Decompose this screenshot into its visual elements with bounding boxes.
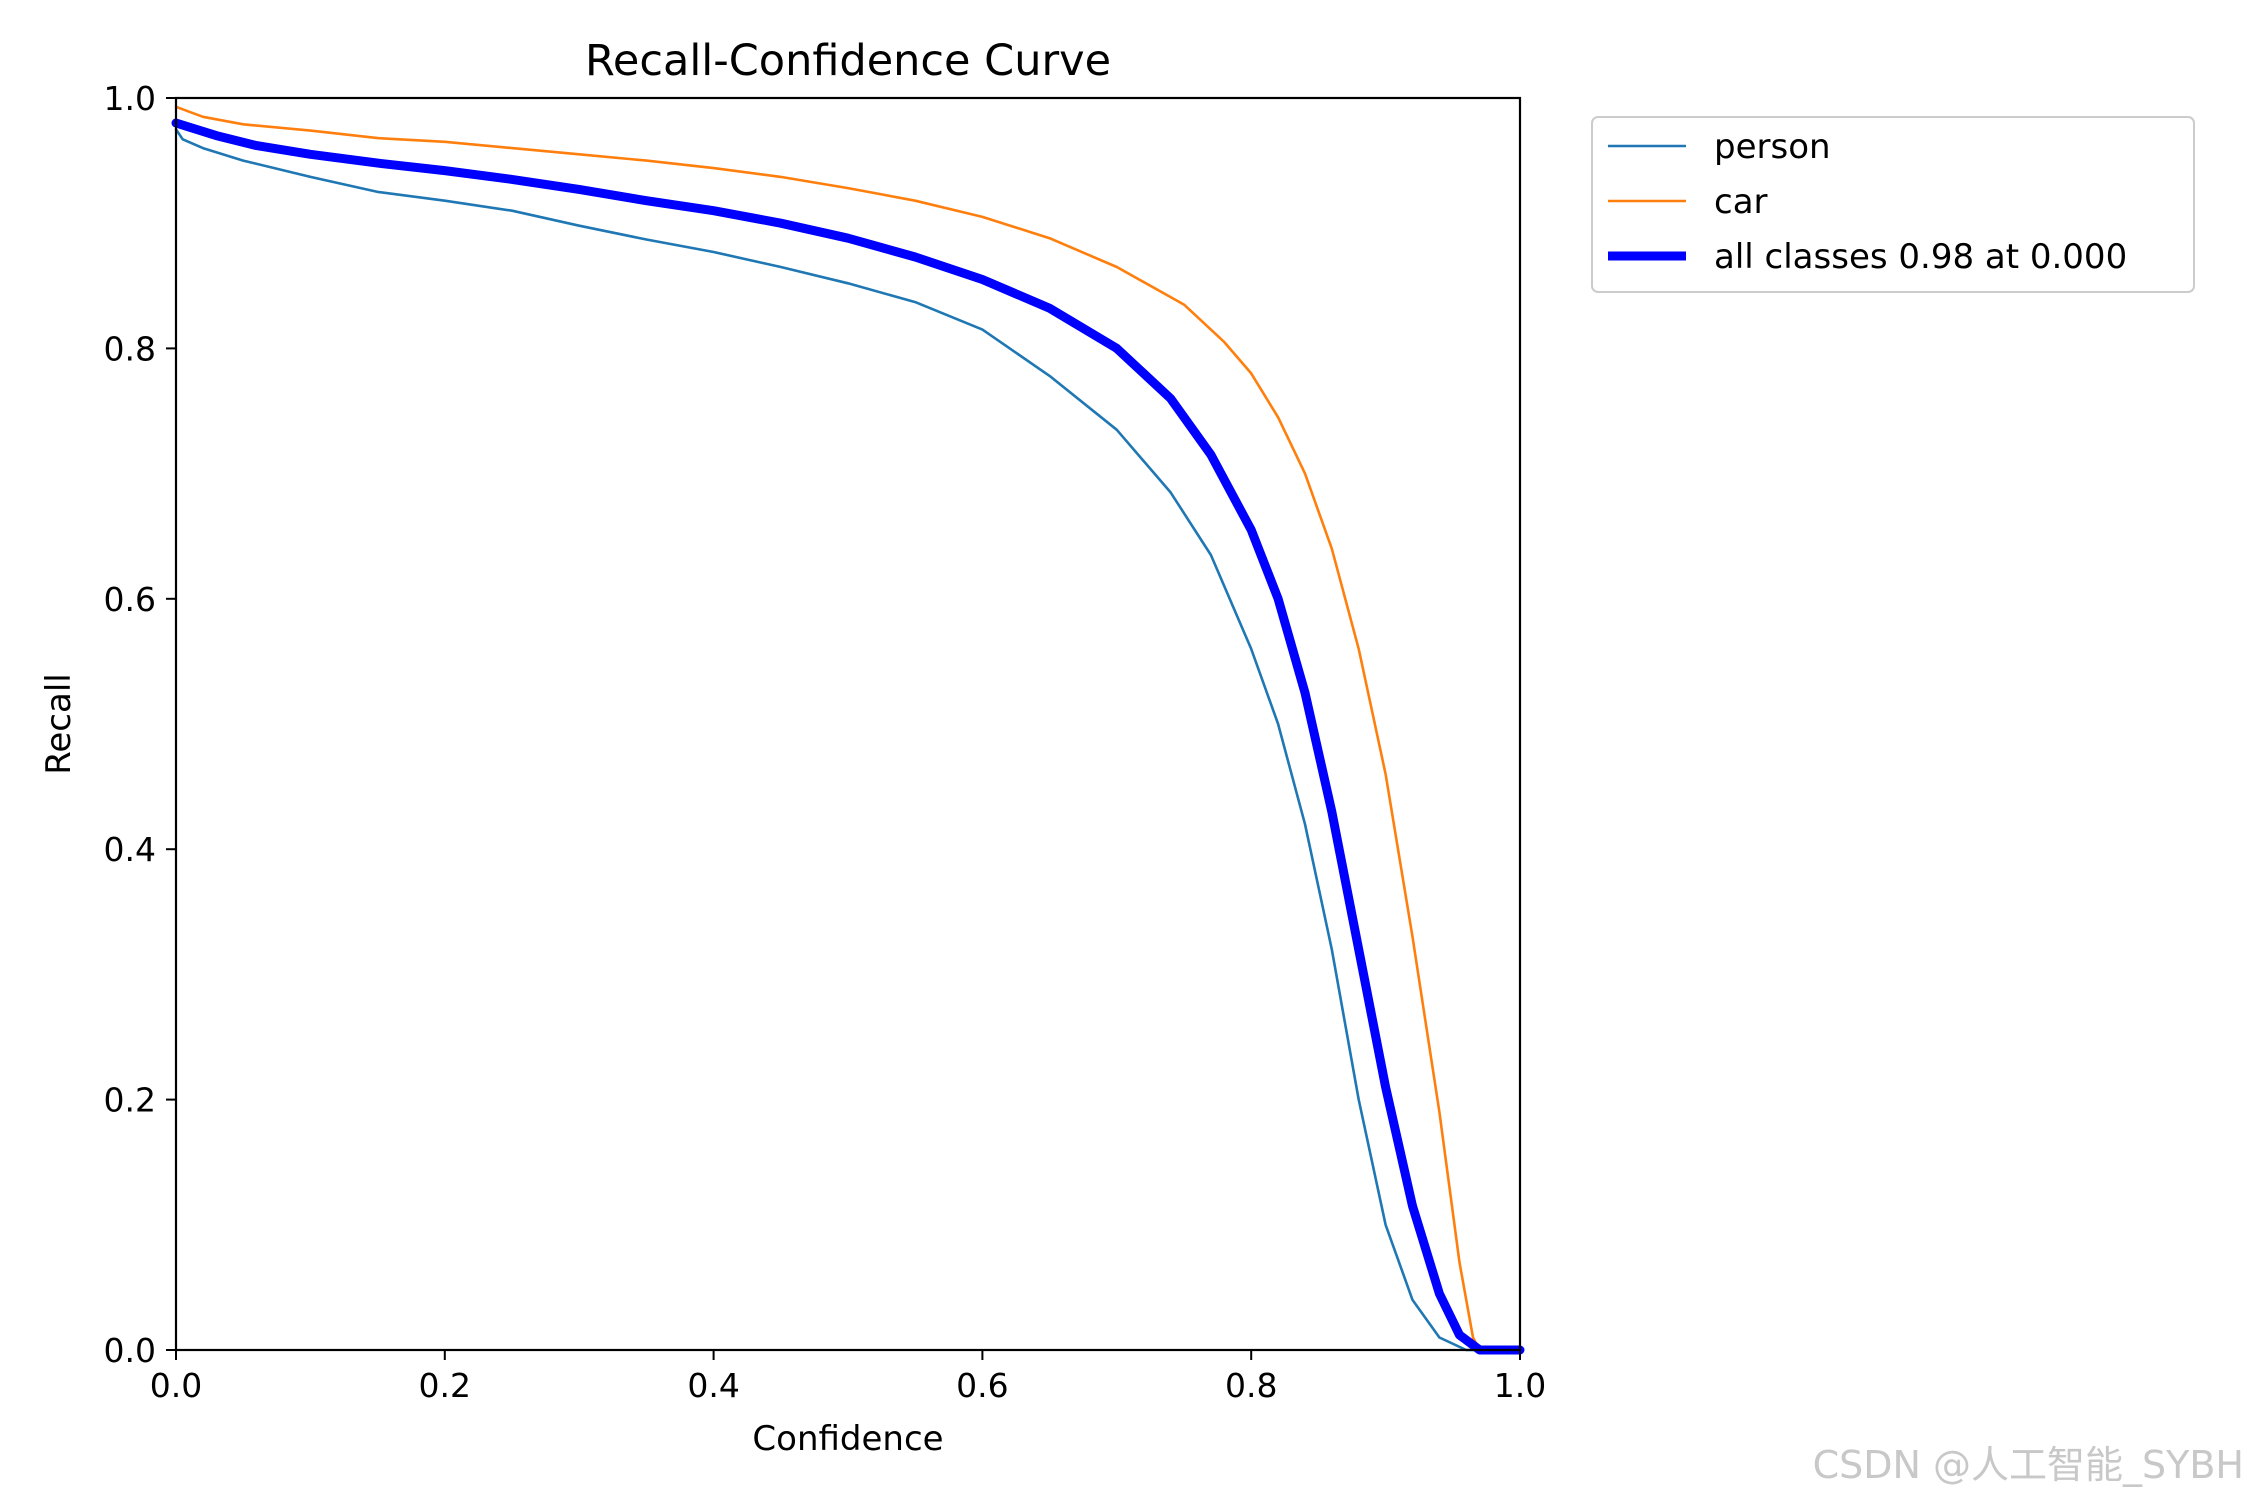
series-line-0 — [174, 128, 1522, 1352]
x-tick-label: 0.6 — [956, 1366, 1008, 1405]
x-tick-label: 0.0 — [150, 1366, 202, 1405]
y-tick-label: 1.0 — [104, 79, 156, 118]
x-tick-label: 0.4 — [687, 1366, 739, 1405]
series-line-1 — [174, 105, 1522, 1352]
x-tick-label: 1.0 — [1494, 1366, 1546, 1405]
axis-ticks: 0.0 0.2 0.4 0.6 0.8 1.0 0.0 0.2 0.4 0.6 0.8 1.0 — [104, 79, 1547, 1405]
legend-frame — [1591, 116, 2195, 293]
y-tick-label: 0.2 — [104, 1081, 156, 1120]
x-axis-title: Confidence — [752, 1419, 943, 1459]
y-tick-label: 0.4 — [104, 830, 156, 869]
y-tick-label: 0.0 — [104, 1331, 156, 1370]
legend-label-2: all classes 0.98 at 0.000 — [1714, 237, 2127, 277]
watermark: CSDN @人工智能_SYBH — [1813, 1443, 2244, 1487]
plot-frame — [174, 96, 1522, 1352]
y-tick-label: 0.6 — [104, 580, 156, 619]
x-tick-label: 0.2 — [419, 1366, 471, 1405]
y-axis-title: Recall — [39, 673, 79, 774]
chart-title: Recall-Confidence Curve — [585, 36, 1111, 86]
legend-label-1: car — [1714, 182, 1768, 222]
series-line-2 — [171, 118, 1525, 1355]
y-tick-label: 0.8 — [104, 329, 156, 368]
series-lines — [171, 105, 1525, 1355]
legend: person car all classes 0.98 at 0.000 — [1591, 116, 2195, 293]
legend-label-0: person — [1714, 127, 1831, 167]
x-tick-label: 0.8 — [1225, 1366, 1277, 1405]
